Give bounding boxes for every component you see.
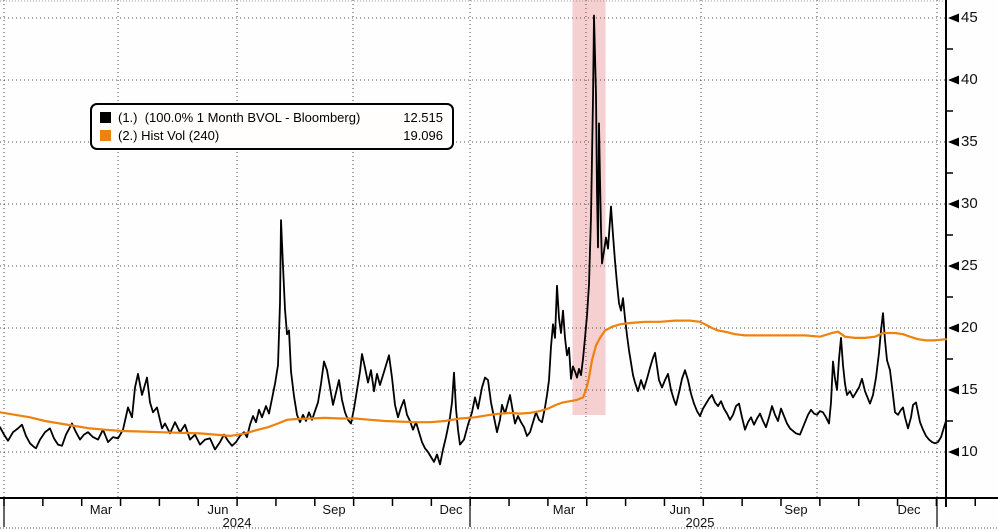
x-axis-month-label: Dec: [439, 502, 463, 517]
y-axis-tick-label: 35: [961, 133, 978, 150]
chart-legend: (1.) (100.0% 1 Month BVOL - Bloomberg) 1…: [90, 103, 454, 150]
y-axis-tick-label: 20: [961, 319, 978, 336]
y-axis-tick-label: 10: [961, 443, 978, 460]
y-axis-tick-label: 40: [961, 71, 978, 88]
y-tick-arrow-icon: [948, 261, 959, 271]
y-tick-arrow-icon: [948, 323, 959, 333]
y-tick-arrow-icon: [948, 385, 959, 395]
bvol-series-label: (1.) (100.0% 1 Month BVOL - Bloomberg): [118, 109, 361, 125]
x-axis-month-label: Mar: [89, 502, 113, 517]
histvol-series-label: (2.) Hist Vol (240): [118, 127, 220, 143]
x-axis-month-label: Mar: [552, 502, 576, 517]
y-tick-arrow-icon: [948, 447, 959, 457]
x-axis-month-label: Dec: [897, 502, 921, 517]
y-axis-tick-label: 30: [961, 195, 978, 212]
legend-row-bvol[interactable]: (1.) (100.0% 1 Month BVOL - Bloomberg) 1…: [100, 108, 443, 126]
x-axis-year-label: 2024: [222, 515, 252, 530]
y-axis-tick-label: 25: [961, 257, 978, 274]
x-axis-month-label: Sep: [322, 502, 346, 517]
histvol-series-swatch: [100, 129, 111, 141]
y-axis-tick-label: 15: [961, 381, 978, 398]
legend-row-histvol[interactable]: (2.) Hist Vol (240) 19.096: [100, 126, 443, 144]
y-axis-tick-label: 45: [961, 9, 978, 26]
y-tick-arrow-icon: [948, 199, 959, 209]
bvol-series-swatch: [100, 111, 111, 123]
y-tick-arrow-icon: [948, 137, 959, 147]
bvol-series-value: 12.515: [403, 109, 443, 125]
y-tick-arrow-icon: [948, 75, 959, 85]
x-axis-month-label: Sep: [784, 502, 808, 517]
histvol-series-value: 19.096: [403, 127, 443, 143]
y-tick-arrow-icon: [948, 13, 959, 23]
x-axis-month-label: Jun: [669, 502, 691, 517]
series-bvol-line: [0, 14, 947, 466]
series-histvol-line: [0, 319, 948, 437]
x-axis-year-label: 2025: [685, 515, 715, 530]
x-axis-month-label: Jun: [207, 502, 229, 517]
